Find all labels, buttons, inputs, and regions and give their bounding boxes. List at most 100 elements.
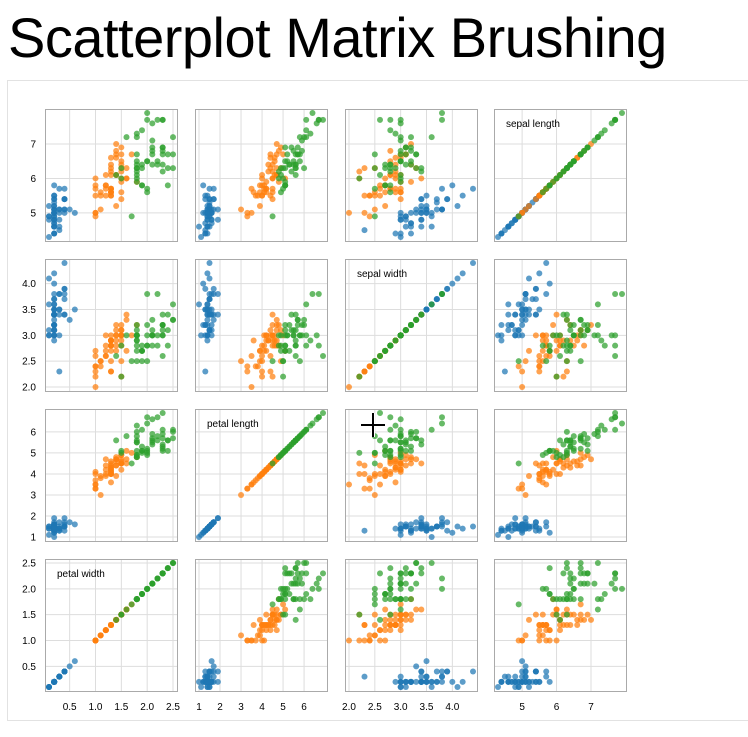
point-versicolor [108,368,114,375]
point-setosa [206,327,213,334]
point-versicolor [273,316,280,323]
point-virginica [133,161,140,168]
point-virginica [619,291,625,297]
point-setosa [397,209,404,216]
point-versicolor [543,332,550,339]
point-virginica [292,337,299,344]
point-setosa [61,311,68,318]
point-virginica [288,580,295,587]
point-virginica [584,447,591,454]
cell-sepal-length-vs-petal-length[interactable] [195,109,328,242]
point-virginica [123,134,130,141]
point-virginica [149,137,156,144]
cell-petal-length-vs-petal-length[interactable]: petal length [195,409,328,542]
point-setosa [210,285,217,292]
point-virginica [371,591,378,597]
cell-sepal-width-vs-petal-width[interactable] [45,259,178,392]
point-virginica [408,161,414,168]
y-tick-label: 1.0 [22,636,36,647]
point-setosa [428,213,435,220]
point-versicolor [408,454,414,461]
cell-sepal-width-vs-sepal-length[interactable] [494,259,627,392]
point-setosa [408,209,414,216]
point-versicolor [408,611,414,618]
point-setosa [51,230,58,237]
point-setosa [397,216,404,223]
point-setosa [51,291,58,297]
point-versicolor [248,384,255,390]
point-versicolor [277,327,284,334]
point-versicolor [259,172,266,178]
point-setosa [439,521,445,528]
point-versicolor [252,192,259,199]
point-versicolor [553,637,560,644]
point-setosa [56,209,63,216]
point-versicolor [123,311,130,318]
point-setosa [529,523,536,530]
point-versicolor [408,616,414,623]
point-virginica [303,560,310,566]
cell-petal-length-vs-sepal-width[interactable] [345,409,478,542]
point-versicolor [560,464,567,471]
point-virginica [296,332,303,339]
point-versicolor [250,337,257,344]
point-virginica [144,322,151,328]
point-virginica [170,426,176,433]
point-versicolor [267,616,274,623]
cell-petal-length-vs-petal-width[interactable] [45,409,178,542]
cell-petal-width-vs-petal-length[interactable] [195,559,328,692]
point-setosa [46,301,52,308]
point-versicolor [261,342,268,349]
point-virginica [118,342,125,349]
point-virginica [159,431,166,438]
point-virginica [377,116,383,123]
point-virginica [118,611,125,618]
point-setosa [444,196,451,203]
point-versicolor [522,632,529,639]
cell-petal-width-vs-sepal-length[interactable] [494,559,627,692]
cell-sepal-length-vs-sepal-length[interactable]: sepal length [494,109,627,242]
point-virginica [282,144,289,151]
point-setosa [449,529,456,536]
point-virginica [387,447,394,454]
point-virginica [560,311,567,318]
point-setosa [543,523,550,530]
point-virginica [282,611,289,618]
cell-sepal-length-vs-sepal-width[interactable] [345,109,478,242]
point-virginica [418,168,425,175]
point-virginica [397,178,404,185]
cell-sepal-width-vs-petal-length[interactable] [195,259,328,392]
point-virginica [382,347,389,354]
point-setosa [423,192,430,199]
y-tick-label: 2.5 [22,357,36,368]
point-virginica [570,433,577,440]
point-virginica [387,437,394,444]
cell-sepal-length-vs-petal-width[interactable] [45,109,178,242]
point-virginica [159,445,166,452]
point-virginica [418,441,425,448]
y-tick-label: 4 [30,469,36,480]
cell-petal-width-vs-sepal-width[interactable] [345,559,478,692]
cell-sepal-width-vs-sepal-width[interactable]: sepal width [345,259,478,392]
point-versicolor [267,627,274,634]
point-versicolor [543,637,550,644]
point-setosa [495,684,501,690]
cell-frame [494,409,627,542]
point-setosa [397,678,404,685]
point-virginica [294,144,301,151]
point-setosa [56,525,63,532]
point-versicolor [519,384,526,390]
point-versicolor [392,464,399,471]
point-virginica [428,301,435,308]
point-virginica [133,347,140,354]
point-virginica [282,332,289,339]
point-virginica [159,168,166,175]
cell-petal-length-vs-sepal-length[interactable] [494,409,627,542]
cell-petal-width-vs-petal-width[interactable]: petal width [45,559,178,692]
point-versicolor [397,616,404,623]
point-versicolor [366,192,373,199]
point-virginica [320,353,326,359]
point-setosa [402,684,409,690]
point-setosa [56,332,63,339]
